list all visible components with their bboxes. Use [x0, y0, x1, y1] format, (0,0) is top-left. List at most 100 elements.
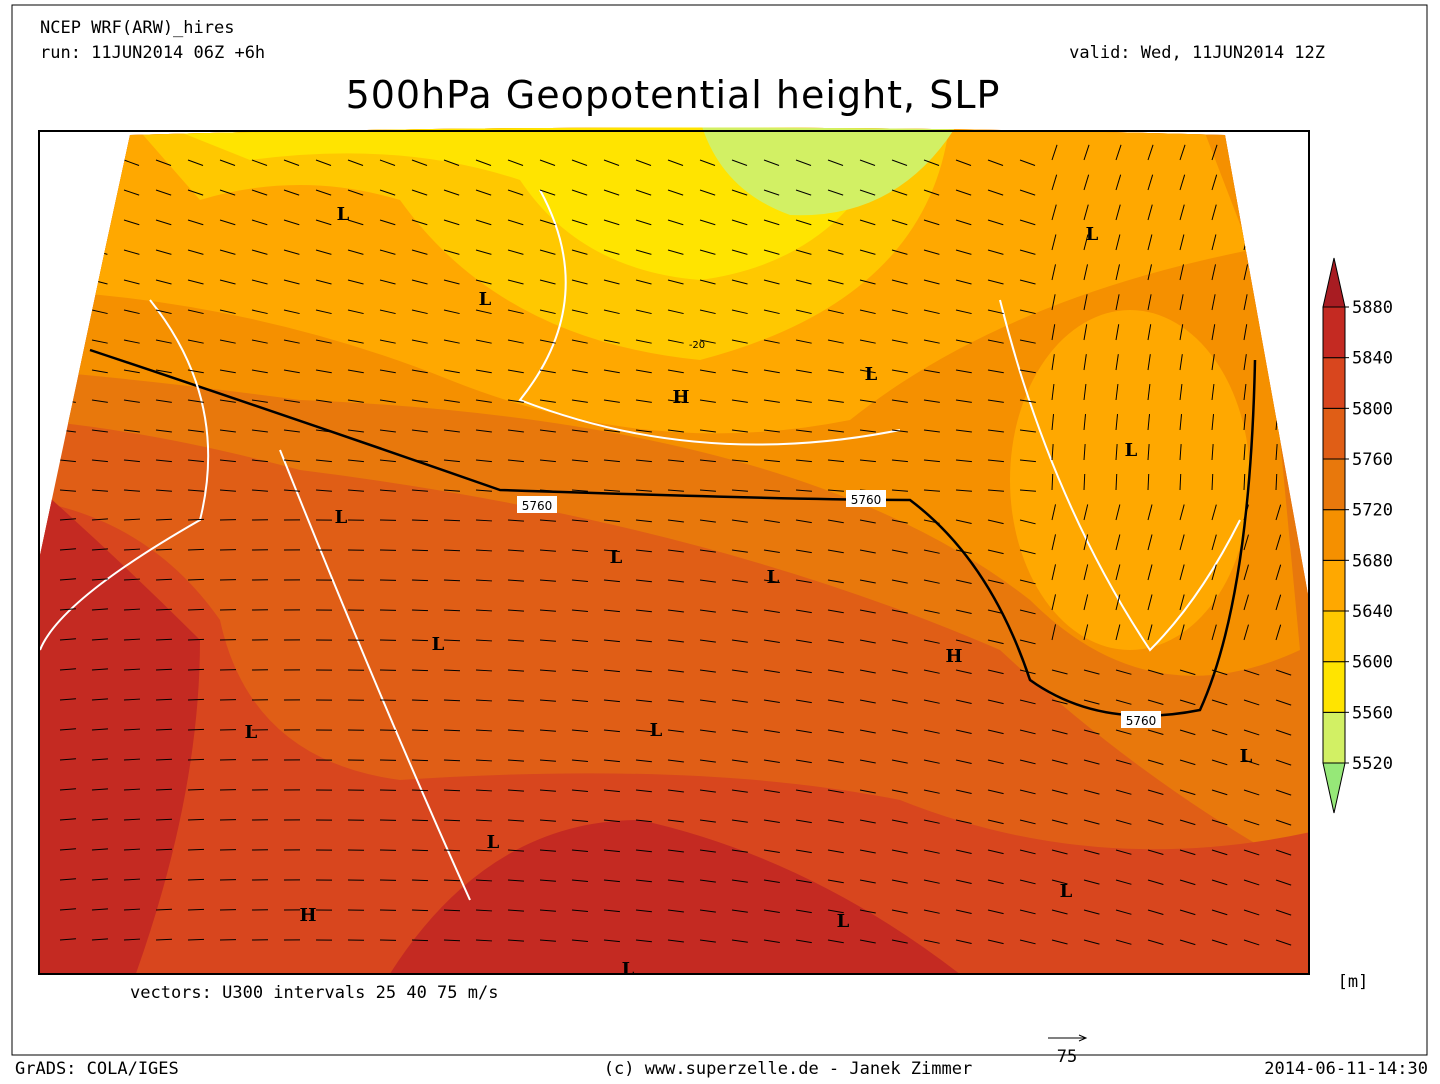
wind-vector	[188, 669, 204, 670]
colorbar-segment	[1323, 662, 1345, 713]
contour-label: -20	[689, 340, 705, 351]
colorbar-segment	[1323, 510, 1345, 561]
pressure-center: L	[337, 204, 350, 225]
colorbar-tick-label: 5800	[1352, 399, 1393, 419]
wind-vector	[188, 519, 204, 520]
colorbar-tick-label: 5720	[1352, 501, 1393, 521]
wind-vector	[188, 939, 204, 940]
pressure-center: L	[432, 634, 445, 655]
contour-label: 5760	[851, 493, 882, 507]
height-band	[1010, 310, 1250, 650]
wind-vector	[1276, 234, 1280, 250]
wind-vector	[188, 849, 204, 850]
wind-vector	[60, 220, 75, 225]
wind-vector	[188, 789, 204, 790]
wind-vector	[412, 580, 428, 581]
colorbar-tick-label: 5680	[1352, 551, 1393, 571]
wind-vector	[60, 310, 76, 314]
wind-vector	[60, 160, 75, 165]
wind-vector	[92, 220, 107, 225]
pressure-center: L	[650, 720, 663, 741]
footer-right: 2014-06-11-14:30	[1264, 1059, 1428, 1079]
valid-info: valid: Wed, 11JUN2014 12Z	[1069, 43, 1325, 63]
wind-vector	[92, 160, 107, 165]
colorbar-tick-label: 5600	[1352, 653, 1393, 673]
wind-vector	[1276, 354, 1278, 370]
wind-vector	[1276, 294, 1279, 310]
title: 500hPa Geopotential height, SLP	[346, 73, 1001, 117]
wind-vector	[188, 759, 204, 760]
model-name: NCEP WRF(ARW)_hires	[40, 18, 234, 38]
colorbar-tick-label: 5760	[1352, 450, 1393, 470]
pressure-center: L	[622, 959, 635, 980]
wind-vector	[60, 280, 76, 284]
wind-vector	[1244, 145, 1249, 160]
colorbar-tick-label: 5560	[1352, 703, 1393, 723]
wind-vector	[412, 520, 428, 521]
wind-vector	[412, 700, 428, 701]
wind-vector	[412, 610, 428, 611]
wind-vector	[188, 579, 204, 580]
colorbar-tick-label: 5520	[1352, 754, 1393, 774]
wind-vector	[60, 250, 75, 254]
pressure-center: L	[1086, 224, 1099, 245]
colorbar-segment	[1323, 459, 1345, 510]
vectors-note: vectors: U300 intervals 25 40 75 m/s	[130, 983, 498, 1003]
wind-vector	[1276, 264, 1280, 280]
wind-vector	[1276, 324, 1279, 340]
colorbar-tick-label: 5640	[1352, 602, 1393, 622]
wind-vector	[412, 940, 428, 941]
colorbar-tick-label: 5880	[1352, 298, 1393, 318]
wind-vector	[1276, 145, 1281, 160]
colorbar-segment	[1323, 307, 1345, 358]
contour-label: 5760	[1126, 714, 1157, 728]
wind-vector	[412, 910, 428, 911]
pressure-center: L	[1060, 881, 1073, 902]
wind-vector	[412, 640, 428, 641]
wind-vector	[1276, 384, 1278, 400]
vector-legend: 75	[1057, 1047, 1077, 1067]
colorbar-cap	[1323, 258, 1345, 307]
wind-vector	[1244, 175, 1249, 190]
wind-vector	[60, 190, 75, 195]
colorbar: 5520 5560 5600 5640 5680 5720 5760 5800 5840 5880	[1323, 258, 1393, 813]
colorbar-segment	[1323, 358, 1345, 409]
wind-vector	[188, 609, 204, 610]
wind-vector	[412, 820, 428, 821]
footer-left: GrADS: COLA/IGES	[15, 1059, 179, 1079]
wind-vector	[412, 760, 428, 761]
run-info: run: 11JUN2014 06Z +6h	[40, 43, 265, 63]
pressure-center: H	[299, 905, 316, 926]
wind-vector	[412, 850, 428, 851]
wind-vector	[188, 639, 204, 640]
wind-vector	[188, 699, 204, 700]
wind-vector	[1276, 205, 1280, 220]
pressure-center: H	[945, 646, 962, 667]
wind-vector	[188, 879, 204, 880]
pressure-center: L	[610, 547, 623, 568]
map	[30, 120, 1320, 990]
wind-vector	[188, 729, 204, 730]
footer-center: (c) www.superzelle.de - Janek Zimmer	[604, 1059, 972, 1079]
wind-vector	[1276, 175, 1281, 190]
pressure-center: L	[479, 289, 492, 310]
colorbar-unit: [m]	[1338, 972, 1369, 992]
wind-vector	[412, 670, 428, 671]
colorbar-segment	[1323, 712, 1345, 763]
colorbar-segment	[1323, 408, 1345, 459]
pressure-center: L	[245, 722, 258, 743]
pressure-center: L	[1240, 746, 1253, 767]
wind-vector	[412, 730, 428, 731]
wind-vector	[412, 880, 428, 881]
colorbar-tick-label: 5840	[1352, 349, 1393, 369]
wind-vector	[1244, 234, 1248, 250]
wind-vector	[1244, 205, 1248, 220]
pressure-center: L	[837, 911, 850, 932]
pressure-center: L	[1125, 440, 1138, 461]
wind-vector	[60, 370, 76, 373]
colorbar-segment	[1323, 611, 1345, 662]
wind-vector	[60, 340, 76, 343]
contour-label: 5760	[522, 499, 553, 513]
pressure-center: L	[335, 507, 348, 528]
